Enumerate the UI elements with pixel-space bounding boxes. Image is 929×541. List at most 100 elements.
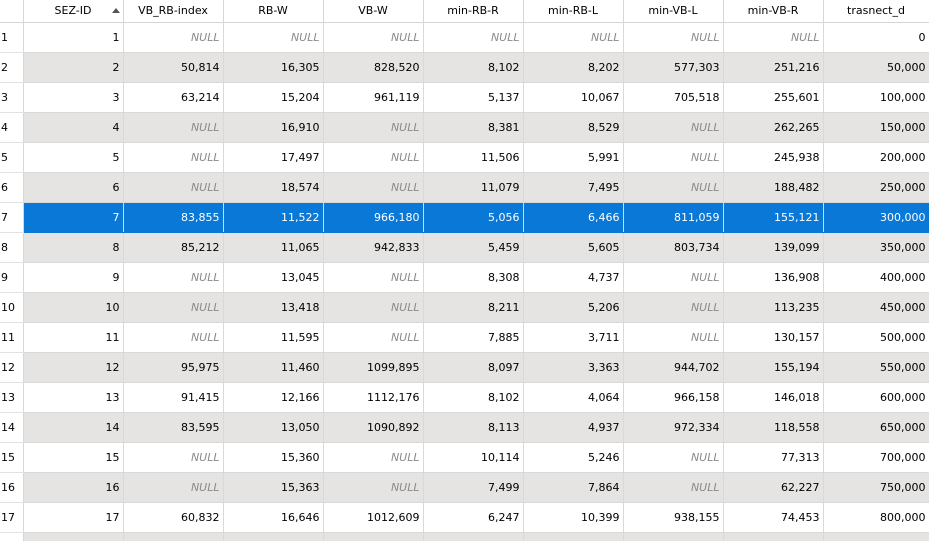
table-cell[interactable]: NULL (423, 22, 524, 53)
table-cell[interactable]: 0 (823, 22, 929, 53)
table-cell[interactable]: 50,000 (823, 52, 929, 83)
column-header-sez-id[interactable]: SEZ-ID (23, 0, 124, 23)
table-cell[interactable]: 14 (23, 412, 124, 443)
table-cell[interactable]: NULL (323, 172, 424, 203)
table-cell[interactable]: 3 (23, 82, 124, 113)
table-cell[interactable]: 2 (23, 52, 124, 83)
column-header-rb-w[interactable]: RB-W (223, 0, 324, 23)
table-cell[interactable]: NULL (123, 262, 224, 293)
table-cell[interactable]: 95,975 (123, 352, 224, 383)
table-row[interactable]: 4 4 NULL 16,910 NULL 8,381 8,529 NULL 262,265 150… (0, 112, 929, 143)
row-number-header[interactable]: 1 (0, 22, 24, 53)
table-cell[interactable]: 188,482 (723, 172, 824, 203)
table-cell[interactable]: NULL (123, 142, 224, 173)
table-cell[interactable]: 83,855 (123, 202, 224, 233)
table-cell[interactable]: 8,202 (523, 52, 624, 83)
table-cell[interactable]: NULL (623, 262, 724, 293)
table-cell[interactable]: 100,000 (823, 82, 929, 113)
table-cell[interactable]: 6,247 (423, 502, 524, 533)
table-cell[interactable]: 85,212 (123, 232, 224, 263)
table-cell[interactable]: NULL (323, 292, 424, 323)
table-cell[interactable]: 600,000 (823, 382, 929, 413)
table-cell[interactable]: 1 (23, 22, 124, 53)
row-number-header[interactable]: 14 (0, 412, 24, 443)
table-cell[interactable]: 577,303 (623, 52, 724, 83)
row-number-header[interactable]: 4 (0, 112, 24, 143)
table-cell[interactable]: NULL (123, 112, 224, 143)
table-cell[interactable]: 9 (23, 262, 124, 293)
table-cell[interactable]: 803,734 (623, 232, 724, 263)
table-cell[interactable]: 750,000 (823, 472, 929, 503)
table-cell[interactable]: 811,059 (623, 202, 724, 233)
table-cell[interactable]: 155,194 (723, 352, 824, 383)
table-cell[interactable]: 8,529 (523, 112, 624, 143)
table-cell[interactable]: 1099,895 (323, 352, 424, 383)
table-cell[interactable]: 1112,176 (323, 382, 424, 413)
table-cell[interactable]: 350,000 (823, 232, 929, 263)
table-row[interactable]: 14 14 83,595 13,050 1090,892 8,113 4,937 972,33… (0, 412, 929, 443)
table-cell[interactable]: 11,460 (223, 352, 324, 383)
table-cell[interactable]: 12,166 (223, 382, 324, 413)
table-cell[interactable]: 146,018 (723, 382, 824, 413)
column-header-min-vb-r[interactable]: min-VB-R (723, 0, 824, 23)
table-cell[interactable]: 251,216 (723, 52, 824, 83)
table-cell[interactable]: 938,155 (623, 502, 724, 533)
table-cell[interactable]: 450,000 (823, 292, 929, 323)
table-cell[interactable]: NULL (623, 112, 724, 143)
table-cell[interactable]: NULL (123, 322, 224, 353)
table-row[interactable]: 10 10 NULL 13,418 NULL 8,211 5,206 NULL 113,235 4… (0, 292, 929, 323)
table-cell[interactable]: NULL (323, 442, 424, 473)
table-cell[interactable]: 4,937 (523, 412, 624, 443)
table-cell[interactable]: 200,000 (823, 142, 929, 173)
table-cell[interactable]: 5,056 (423, 202, 524, 233)
table-row[interactable]: 7 7 83,855 11,522 966,180 5,056 6,466 811,059 15… (0, 202, 929, 233)
table-cell[interactable]: 7 (23, 202, 124, 233)
row-number-header[interactable]: 2 (0, 52, 24, 83)
table-cell[interactable]: 16 (23, 472, 124, 503)
table-cell[interactable]: NULL (123, 172, 224, 203)
table-row[interactable]: 11 11 NULL 11,595 NULL 7,885 3,711 NULL 130,157 5… (0, 322, 929, 353)
table-cell[interactable]: NULL (623, 22, 724, 53)
column-header-min-rb-r[interactable]: min-RB-R (423, 0, 524, 23)
table-row[interactable]: 8 8 85,212 11,065 942,833 5,459 5,605 803,734 13… (0, 232, 929, 263)
table-cell[interactable]: 4,737 (523, 262, 624, 293)
table-cell[interactable]: 7,499 (423, 472, 524, 503)
table-cell[interactable]: 8,113 (423, 412, 524, 443)
table-row[interactable]: 16 16 NULL 15,363 NULL 7,499 7,864 NULL 62,227 75… (0, 472, 929, 503)
row-number-header[interactable]: 10 (0, 292, 24, 323)
table-cell[interactable]: 15,360 (223, 442, 324, 473)
table-cell[interactable]: NULL (123, 442, 224, 473)
table-cell[interactable]: NULL (323, 22, 424, 53)
column-header-vb-w[interactable]: VB-W (323, 0, 424, 23)
table-cell[interactable]: 250,000 (823, 172, 929, 203)
table-cell[interactable]: 944,702 (623, 352, 724, 383)
table-cell[interactable]: 17 (23, 502, 124, 533)
table-cell[interactable]: 130,157 (723, 322, 824, 353)
table-cell[interactable]: NULL (323, 472, 424, 503)
table-cell[interactable]: 16,305 (223, 52, 324, 83)
table-cell[interactable]: NULL (623, 472, 724, 503)
table-cell[interactable]: 700,000 (823, 442, 929, 473)
table-cell[interactable]: 62,227 (723, 472, 824, 503)
table-cell[interactable]: 8,211 (423, 292, 524, 323)
corner-cell[interactable] (0, 0, 24, 23)
row-number-header[interactable]: 3 (0, 82, 24, 113)
table-cell[interactable]: 11,079 (423, 172, 524, 203)
table-cell[interactable]: 500,000 (823, 322, 929, 353)
row-number-header[interactable]: 11 (0, 322, 24, 353)
table-cell[interactable]: 12 (23, 352, 124, 383)
table-cell[interactable]: 245,938 (723, 142, 824, 173)
table-cell[interactable]: 8 (23, 232, 124, 263)
table-cell[interactable]: 6,466 (523, 202, 624, 233)
table-row[interactable]: 3 3 63,214 15,204 961,119 5,137 10,067 705,518 2… (0, 82, 929, 113)
table-cell[interactable]: NULL (323, 112, 424, 143)
column-header-min-rb-l[interactable]: min-RB-L (523, 0, 624, 23)
table-cell[interactable]: 18,574 (223, 172, 324, 203)
table-cell[interactable]: 7,885 (423, 322, 524, 353)
table-cell[interactable]: 17,497 (223, 142, 324, 173)
row-number-header[interactable]: 15 (0, 442, 24, 473)
table-cell[interactable]: 828,520 (323, 52, 424, 83)
table-row[interactable]: 12 12 95,975 11,460 1099,895 8,097 3,363 944,70… (0, 352, 929, 383)
row-number-header[interactable]: 12 (0, 352, 24, 383)
